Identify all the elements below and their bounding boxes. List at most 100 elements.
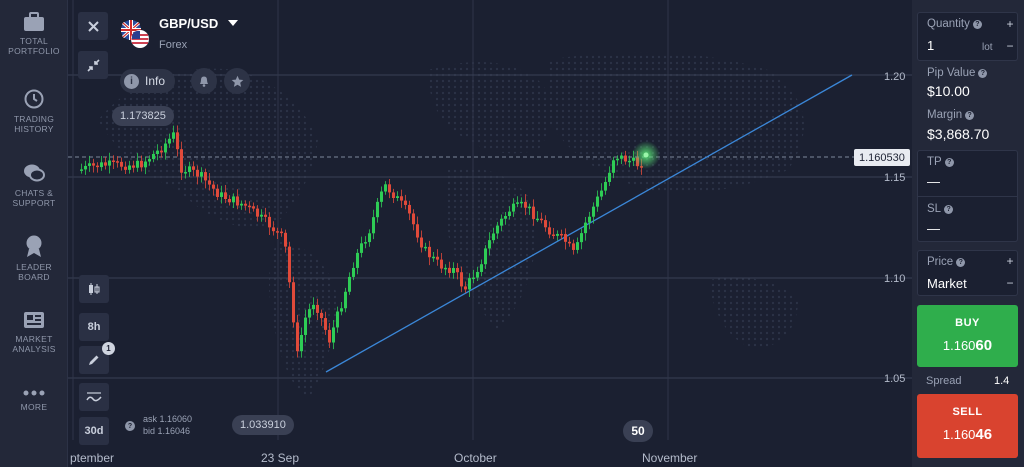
candle-body xyxy=(460,272,463,287)
pip-value-label: Pip Value? xyxy=(927,67,988,79)
candle-body xyxy=(468,278,471,290)
buy-label: BUY xyxy=(955,317,980,329)
candle-body xyxy=(180,149,183,173)
candle-body xyxy=(432,256,435,259)
chart-area[interactable]: GBP/USD Forex i Info 1.173825 1.033910 1… xyxy=(68,0,912,467)
info-button[interactable]: i Info xyxy=(120,69,176,93)
sl-field[interactable]: SL? — xyxy=(918,197,1017,242)
candle-body xyxy=(260,214,263,217)
help-icon[interactable]: ? xyxy=(125,421,135,431)
sidebar-label: TRADING xyxy=(13,114,55,124)
candle-body xyxy=(544,220,547,228)
y-tick: 1.15 xyxy=(884,172,906,184)
candle-body xyxy=(108,160,111,166)
alert-button[interactable] xyxy=(191,68,217,94)
margin-value: $3,868.70 xyxy=(927,126,990,142)
period-button[interactable]: 30d xyxy=(79,417,109,445)
candle-body xyxy=(488,240,491,249)
candle-body xyxy=(220,192,223,197)
candle-body xyxy=(240,203,243,206)
candle-body xyxy=(356,252,359,268)
candle-body xyxy=(408,204,411,214)
candle-body xyxy=(168,138,171,144)
sidebar-item-total-portfolio[interactable]: TOTAL PORTFOLIO xyxy=(0,12,68,56)
candle-body xyxy=(384,184,387,192)
candle-body xyxy=(128,165,131,170)
candle-body xyxy=(500,218,503,226)
quantity-increase-button[interactable]: + xyxy=(1006,17,1014,31)
candle-body xyxy=(428,246,431,258)
candle-body xyxy=(232,196,235,203)
sidebar-item-chats-support[interactable]: CHATS & SUPPORT xyxy=(0,162,68,208)
indicators-button[interactable] xyxy=(79,383,109,411)
sidebar-item-leader-board[interactable]: LEADER BOARD xyxy=(0,234,68,282)
candle-body xyxy=(188,166,191,173)
zoom-badge[interactable]: 50 xyxy=(623,420,653,442)
chart-grid xyxy=(68,0,912,440)
candlesticks xyxy=(80,125,643,358)
sell-button[interactable]: SELL 1.16046 xyxy=(917,394,1018,458)
candle-body xyxy=(592,206,595,217)
sidebar-item-more[interactable]: MORE xyxy=(0,388,68,412)
price-field[interactable]: Price? Market + − xyxy=(917,250,1018,296)
close-icon xyxy=(87,20,99,32)
help-icon: ? xyxy=(944,205,954,214)
tp-field[interactable]: TP? — xyxy=(918,151,1017,196)
sidebar-label: ANALYSIS xyxy=(12,344,56,354)
candle-body xyxy=(420,237,423,248)
candle-body xyxy=(336,311,339,328)
candle-body xyxy=(96,165,99,168)
price-decrease-button[interactable]: − xyxy=(1006,276,1014,290)
price-value: Market xyxy=(927,276,967,291)
quantity-decrease-button[interactable]: − xyxy=(1006,39,1014,53)
tp-label: TP? xyxy=(927,156,954,168)
candle-body xyxy=(160,150,163,153)
candle-body xyxy=(512,203,515,212)
favorite-button[interactable] xyxy=(224,68,250,94)
chart-type-button[interactable] xyxy=(79,275,109,303)
candle-body xyxy=(216,188,219,197)
timeframe-button[interactable]: 8h xyxy=(79,313,109,341)
buy-button[interactable]: BUY 1.16060 xyxy=(917,305,1018,367)
candle-body xyxy=(436,256,439,260)
trendline[interactable] xyxy=(325,74,853,373)
sidebar-label: BOARD xyxy=(18,272,50,282)
bell-icon xyxy=(200,76,208,87)
candle-body xyxy=(116,161,119,163)
quantity-field[interactable]: Quantity? 1 lot + − xyxy=(917,12,1018,61)
candle-body xyxy=(100,162,103,168)
drawing-tools-button[interactable]: 1 xyxy=(79,342,115,374)
sidebar-item-market-analysis[interactable]: MARKET ANALYSIS xyxy=(0,310,68,354)
candle-body xyxy=(400,196,403,201)
candle-body xyxy=(228,199,231,203)
collapse-button[interactable] xyxy=(78,51,108,79)
close-chart-button[interactable] xyxy=(78,12,108,40)
candle-body xyxy=(144,161,147,168)
candle-body xyxy=(584,222,587,234)
candle-body xyxy=(328,329,331,343)
candle-body xyxy=(560,233,563,236)
drawings-count-badge: 1 xyxy=(102,342,115,355)
candle-body xyxy=(540,218,543,221)
candle-body xyxy=(412,213,415,225)
candle-body xyxy=(424,246,427,249)
quantity-value[interactable]: 1 xyxy=(927,38,935,53)
price-chart[interactable] xyxy=(68,0,912,467)
candle-body xyxy=(348,276,351,292)
tp-value: — xyxy=(927,174,940,189)
sidebar-label: HISTORY xyxy=(14,124,54,134)
candle-body xyxy=(624,155,627,162)
live-price-dot xyxy=(643,152,649,158)
x-tick: ptember xyxy=(70,451,115,465)
sidebar-label: LEADER xyxy=(16,262,52,272)
sidebar-label: MARKET xyxy=(15,334,53,344)
asset-selector[interactable]: GBP/USD xyxy=(159,16,238,31)
star-icon xyxy=(231,75,243,87)
x-tick: 23 Sep xyxy=(261,451,300,465)
price-increase-button[interactable]: + xyxy=(1006,254,1014,268)
more-icon xyxy=(23,390,45,396)
candle-body xyxy=(616,158,619,161)
candle-body xyxy=(136,160,139,168)
sidebar-item-trading-history[interactable]: TRADING HISTORY xyxy=(0,88,68,134)
divider xyxy=(918,196,1017,197)
